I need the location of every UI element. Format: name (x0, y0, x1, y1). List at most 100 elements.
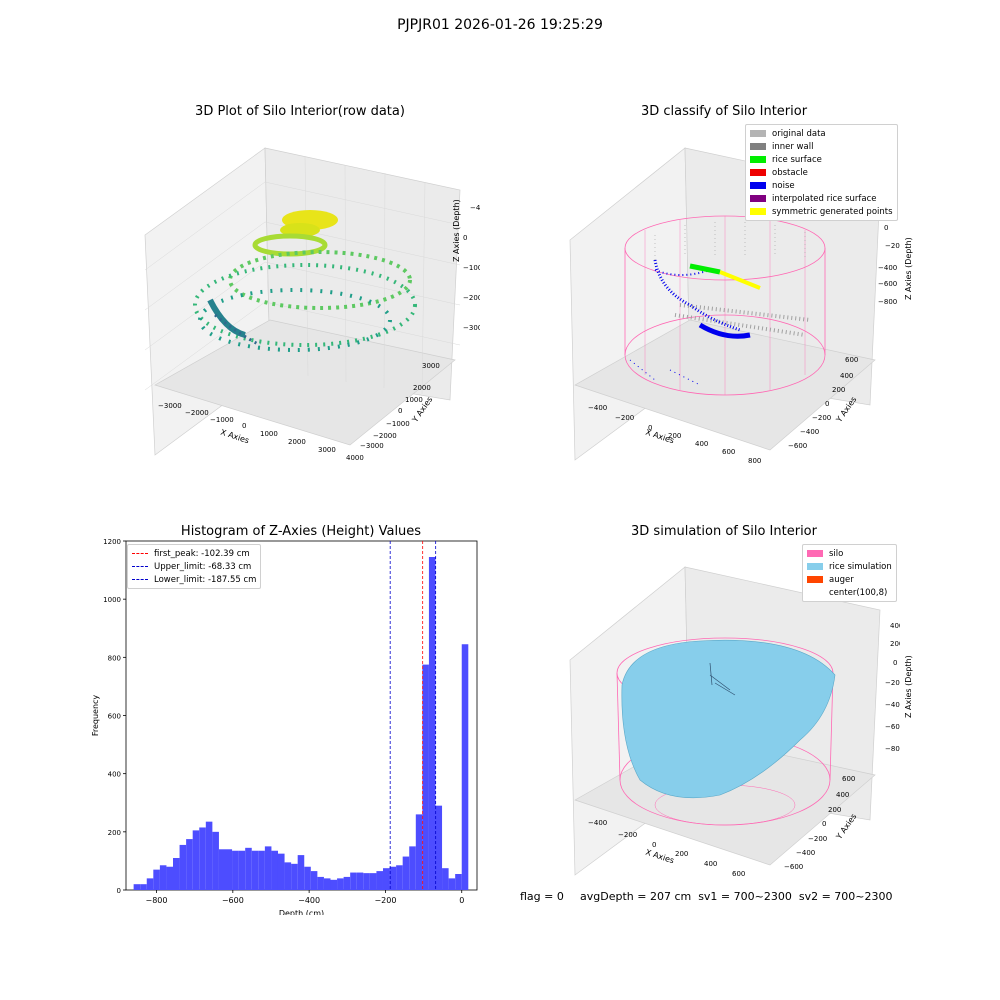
tick-label: −200 (808, 835, 827, 843)
tick-label: 3000 (318, 446, 336, 454)
tick-label: 600 (732, 870, 745, 878)
y-tick-label: 200 (108, 829, 121, 837)
histogram-bar (304, 866, 311, 890)
legend-label: interpolated rice surface (772, 193, 877, 204)
legend-label: original data (772, 128, 826, 139)
legend-label: inner wall (772, 141, 814, 152)
histogram-bar (376, 871, 383, 890)
legend-item: rice surface (750, 153, 893, 166)
flag-text: flag = 0 (520, 890, 564, 903)
histogram-bar (317, 876, 324, 890)
y-tick-label: 1000 (103, 596, 121, 604)
histogram-bar (245, 847, 252, 890)
legend-item: center(100,8) (807, 586, 892, 599)
legend-label: obstacle (772, 167, 808, 178)
plot1-title: 3D Plot of Silo Interior(row data) (195, 104, 405, 119)
histogram-bar (297, 855, 305, 890)
histogram-bar (264, 846, 272, 890)
legend-swatch (750, 143, 766, 150)
legend-swatch (750, 182, 766, 189)
legend-swatch (807, 550, 823, 557)
tick-label: −4000 (470, 204, 480, 212)
legend-swatch (807, 563, 823, 570)
legend-item: auger (807, 573, 892, 586)
tick-label: −600 (885, 723, 900, 731)
tick-label: 1000 (260, 430, 278, 438)
histogram-bar (199, 827, 206, 890)
histogram-bar (323, 878, 331, 890)
plot4-zlabel: Z Axies (Depth) (904, 655, 913, 718)
histogram-legend: first_peak: -102.39 cm Upper_limit: -68.3… (127, 544, 262, 589)
tick-label: 400 (836, 791, 849, 799)
tick-label: −400 (588, 819, 607, 827)
tick-label: 200 (675, 850, 688, 858)
tick-label: −600 (788, 442, 807, 450)
histogram-bar (258, 850, 265, 890)
histogram-bar (409, 846, 416, 890)
x-tick-label: −800 (146, 896, 168, 905)
legend-swatch (750, 156, 766, 163)
tick-label: 200 (668, 432, 681, 440)
tick-label: 0 (652, 841, 656, 849)
legend-item: obstacle (750, 166, 893, 179)
tick-label: 800 (748, 457, 761, 465)
y-tick-label: 800 (108, 654, 121, 662)
tick-label: −200 (812, 414, 831, 422)
tick-label: 2000 (288, 438, 306, 446)
histogram-bar (251, 850, 259, 890)
tick-label: −400 (878, 264, 897, 272)
legend-swatch (750, 208, 766, 215)
histogram-bar (461, 644, 469, 890)
plot2-zlabel: Z Axies (Depth) (904, 237, 913, 300)
tick-label: −3000 (360, 442, 384, 450)
tick-label: −200 (885, 679, 900, 687)
legend-swatch (132, 566, 148, 567)
legend-swatch (807, 589, 823, 596)
histogram-bar (186, 839, 193, 890)
tick-label: −200 (618, 831, 637, 839)
histogram-bar (402, 856, 410, 890)
histogram-bar (455, 874, 462, 890)
tick-label: 200 (828, 806, 841, 814)
histogram-bar (232, 850, 239, 890)
tick-label: −1000 (386, 420, 410, 428)
histogram-bar (356, 872, 364, 890)
histogram-bar (146, 878, 154, 890)
legend-item: Upper_limit: -68.33 cm (132, 560, 256, 573)
legend-item: silo (807, 547, 892, 560)
legend-label: noise (772, 180, 795, 191)
stats-text: avgDepth = 207 cm sv1 = 700~2300 sv2 = 7… (580, 890, 893, 903)
histogram-bar (192, 830, 200, 890)
histogram-bar (291, 863, 298, 890)
legend-label: first_peak: -102.39 cm (154, 548, 250, 559)
legend-label: rice simulation (829, 561, 892, 572)
tick-label: −400 (588, 404, 607, 412)
histogram-bar (389, 866, 397, 890)
tick-label: 400 (704, 860, 717, 868)
histogram-bar (415, 814, 423, 890)
histogram-bar (448, 878, 456, 890)
legend-swatch (807, 576, 823, 583)
tick-label: 0 (825, 400, 829, 408)
figure-title: PJPJR01 2026-01-26 19:25:29 (397, 17, 603, 33)
histogram-bar (343, 876, 351, 890)
histogram-bar (284, 862, 292, 890)
histogram-bar (396, 865, 403, 890)
legend-item: first_peak: -102.39 cm (132, 547, 256, 560)
tick-label: 1000 (405, 396, 423, 404)
tick-label: −600 (784, 863, 803, 871)
plot2-title: 3D classify of Silo Interior (640, 104, 808, 119)
plot4-rice-surface (621, 639, 836, 799)
tick-label: −1000 (210, 416, 234, 424)
histogram-bar (238, 850, 246, 890)
tick-label: −2000 (373, 432, 397, 440)
tick-label: −800 (885, 745, 900, 753)
legend-label: center(100,8) (829, 587, 888, 598)
plot2-noise-points (629, 259, 751, 386)
histogram-bar (271, 850, 278, 890)
tick-label: 400 (695, 440, 708, 448)
plot1-zlabel: Z Axies (Depth) (452, 199, 461, 262)
legend-swatch (132, 553, 148, 554)
legend-swatch (750, 195, 766, 202)
